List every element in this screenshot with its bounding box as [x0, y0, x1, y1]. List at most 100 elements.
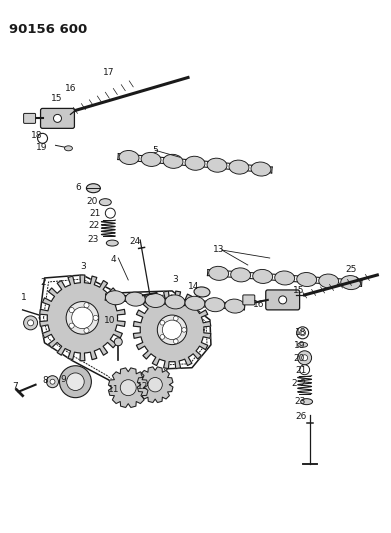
Text: 1: 1 — [21, 293, 26, 302]
Text: 10: 10 — [104, 316, 116, 325]
Ellipse shape — [106, 290, 126, 305]
Circle shape — [174, 316, 178, 321]
Circle shape — [50, 379, 55, 384]
Circle shape — [174, 339, 178, 344]
Ellipse shape — [209, 266, 229, 280]
Ellipse shape — [141, 152, 161, 166]
Text: 11: 11 — [108, 385, 120, 394]
Circle shape — [279, 296, 287, 304]
Ellipse shape — [185, 296, 205, 310]
Circle shape — [84, 303, 89, 308]
Text: 19: 19 — [294, 341, 305, 350]
Circle shape — [182, 327, 187, 332]
Text: 23: 23 — [295, 397, 306, 406]
Circle shape — [69, 323, 74, 328]
Circle shape — [59, 366, 91, 398]
Circle shape — [23, 316, 38, 330]
Text: 22: 22 — [88, 221, 100, 230]
Circle shape — [160, 335, 165, 340]
Ellipse shape — [319, 274, 339, 288]
Text: 14: 14 — [188, 282, 199, 291]
Circle shape — [301, 355, 308, 361]
Text: 18: 18 — [295, 328, 306, 337]
Text: 5: 5 — [152, 147, 158, 155]
Circle shape — [105, 208, 115, 218]
Text: 21: 21 — [296, 366, 307, 375]
Circle shape — [69, 308, 74, 313]
Ellipse shape — [119, 150, 139, 165]
Ellipse shape — [275, 271, 295, 285]
Text: 4: 4 — [110, 255, 116, 264]
Text: 20: 20 — [86, 197, 98, 206]
Circle shape — [120, 379, 136, 395]
Ellipse shape — [163, 155, 183, 168]
Text: 25: 25 — [346, 265, 357, 274]
Ellipse shape — [229, 160, 249, 174]
Text: 2 2: 2 2 — [292, 379, 306, 387]
Text: 16: 16 — [253, 300, 264, 309]
Ellipse shape — [185, 156, 205, 170]
Text: 6: 6 — [75, 183, 81, 192]
Circle shape — [66, 373, 84, 391]
Circle shape — [157, 315, 187, 345]
Ellipse shape — [301, 399, 312, 405]
Ellipse shape — [297, 272, 317, 287]
Ellipse shape — [86, 184, 100, 193]
Circle shape — [298, 351, 312, 365]
Ellipse shape — [126, 292, 145, 306]
Circle shape — [47, 376, 59, 387]
Text: 8: 8 — [43, 376, 48, 385]
Text: 90156 600: 90156 600 — [9, 22, 87, 36]
Ellipse shape — [225, 299, 245, 313]
Circle shape — [54, 115, 61, 123]
Circle shape — [72, 307, 93, 328]
FancyBboxPatch shape — [23, 114, 36, 123]
Text: 23: 23 — [87, 235, 99, 244]
Circle shape — [300, 330, 306, 336]
Circle shape — [148, 377, 162, 392]
Text: 24: 24 — [129, 237, 140, 246]
Text: 12: 12 — [137, 382, 149, 391]
Ellipse shape — [165, 295, 185, 309]
Text: 3: 3 — [172, 275, 178, 284]
Text: 18: 18 — [30, 131, 42, 140]
Polygon shape — [108, 368, 148, 407]
Circle shape — [84, 328, 89, 333]
Text: 2: 2 — [41, 278, 46, 287]
Ellipse shape — [65, 146, 72, 151]
Text: 19: 19 — [36, 143, 47, 152]
Text: 15: 15 — [50, 94, 62, 103]
FancyBboxPatch shape — [243, 295, 255, 305]
Text: 16: 16 — [65, 84, 76, 93]
Ellipse shape — [194, 287, 210, 297]
FancyBboxPatch shape — [266, 290, 300, 310]
FancyBboxPatch shape — [41, 108, 74, 128]
Circle shape — [300, 365, 310, 375]
Circle shape — [162, 320, 182, 340]
Ellipse shape — [251, 162, 271, 176]
Circle shape — [93, 316, 98, 320]
Circle shape — [160, 320, 165, 325]
Circle shape — [66, 302, 99, 334]
Ellipse shape — [253, 269, 273, 284]
Circle shape — [297, 327, 308, 339]
Polygon shape — [133, 291, 211, 368]
Polygon shape — [40, 275, 125, 361]
Text: 7: 7 — [13, 382, 18, 391]
Text: 9: 9 — [61, 375, 66, 384]
Ellipse shape — [207, 158, 227, 172]
Text: 15: 15 — [292, 286, 304, 295]
Ellipse shape — [99, 199, 111, 206]
Ellipse shape — [298, 342, 308, 348]
Text: 26: 26 — [296, 411, 307, 421]
Text: 21: 21 — [90, 209, 101, 218]
Ellipse shape — [341, 276, 361, 289]
Text: 20: 20 — [294, 354, 305, 363]
Circle shape — [38, 133, 48, 143]
Text: 17: 17 — [103, 68, 115, 77]
Ellipse shape — [231, 268, 251, 282]
Ellipse shape — [205, 298, 225, 312]
Polygon shape — [137, 367, 173, 402]
Ellipse shape — [145, 294, 165, 308]
Text: 3: 3 — [81, 262, 86, 271]
